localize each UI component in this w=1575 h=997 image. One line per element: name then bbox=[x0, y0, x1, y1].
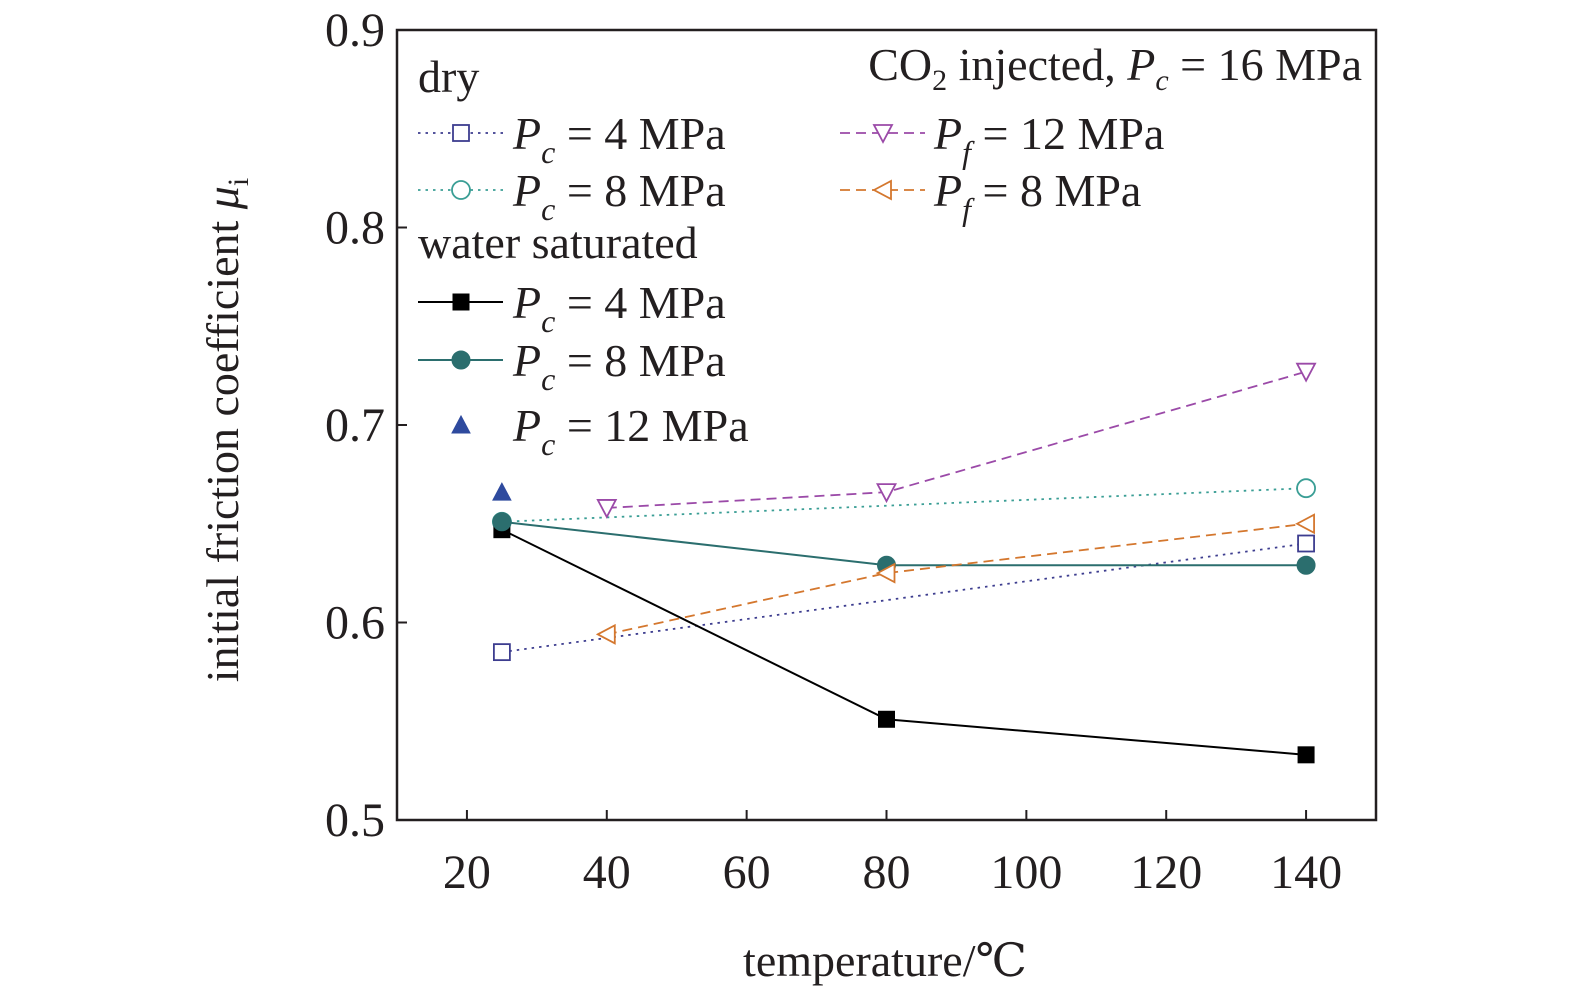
data-point bbox=[875, 562, 896, 584]
series-water-4 bbox=[492, 482, 512, 501]
legend-marker bbox=[452, 124, 470, 142]
x-tick-label: 80 bbox=[863, 846, 911, 899]
legend-entry-dry-1: Pc = 8 MPa bbox=[418, 165, 726, 227]
data-point bbox=[492, 482, 512, 501]
legend-marker bbox=[872, 124, 894, 144]
y-axis-label-subscript: i bbox=[222, 178, 255, 186]
legend-entry-water-3: Pc = 8 MPa bbox=[418, 335, 726, 397]
y-tick-label: 0.5 bbox=[325, 794, 385, 847]
series-water-3 bbox=[492, 512, 1316, 575]
y-tick-label: 0.9 bbox=[325, 4, 385, 57]
series-water-2 bbox=[493, 521, 1315, 764]
data-point bbox=[596, 499, 618, 519]
series-line bbox=[501, 487, 1307, 523]
data-point bbox=[1296, 478, 1316, 499]
legend-marker bbox=[451, 350, 471, 370]
x-tick-label: 20 bbox=[443, 846, 491, 899]
legend-entry-water-2: Pc = 4 MPa bbox=[418, 277, 726, 339]
series-line bbox=[606, 522, 1307, 636]
series-dry-0 bbox=[492, 534, 1315, 662]
data-point bbox=[595, 623, 616, 645]
legend-group-dry: dry bbox=[418, 51, 479, 102]
series-line bbox=[501, 520, 1307, 567]
legend-marker bbox=[872, 179, 892, 201]
legend-label: Pc = 8 MPa bbox=[512, 335, 726, 397]
x-tick-label: 60 bbox=[723, 846, 771, 899]
x-tick-label: 40 bbox=[583, 846, 631, 899]
legend-entry-dry-0: Pc = 4 MPa bbox=[418, 108, 726, 170]
legend-marker bbox=[451, 414, 471, 434]
axes: 20 40 60 80 100 120 140 0.5 0.6 0.7 0.8 0.9 bbox=[325, 4, 1378, 899]
series-co2-6 bbox=[595, 513, 1315, 645]
data-point bbox=[492, 512, 512, 532]
x-tick-label: 100 bbox=[990, 846, 1062, 899]
legend-label: Pc = 4 MPa bbox=[512, 277, 726, 339]
y-axis-label-symbol: μ bbox=[197, 186, 248, 210]
data-point bbox=[1295, 362, 1317, 383]
series-line bbox=[501, 542, 1307, 654]
legend: dry water saturated CO2 injected, Pc = 16 … bbox=[418, 39, 1362, 462]
legend-entry-water-4: Pc = 12 MPa bbox=[451, 400, 749, 462]
legend-group-water-saturated: water saturated bbox=[418, 217, 698, 268]
y-tick-label: 0.7 bbox=[325, 399, 385, 452]
data-point bbox=[492, 643, 511, 662]
legend-label: Pc = 4 MPa bbox=[512, 108, 726, 170]
legend-marker bbox=[451, 180, 471, 200]
legend-group-co2-injected: CO2 injected, Pc = 16 MPa bbox=[868, 39, 1362, 97]
x-tick-label: 140 bbox=[1270, 846, 1342, 899]
legend-label: Pc = 8 MPa bbox=[512, 165, 726, 227]
y-axis-label-text: initial friction coefficient bbox=[197, 209, 248, 682]
legend-label: Pf = 8 MPa bbox=[933, 165, 1141, 227]
data-point bbox=[1297, 746, 1315, 764]
legend-entry-co2-5: Pf = 12 MPa bbox=[840, 108, 1164, 170]
legend-label: Pf = 12 MPa bbox=[933, 108, 1164, 170]
series-co2-5 bbox=[596, 362, 1317, 519]
legend-label: Pc = 12 MPa bbox=[512, 400, 749, 462]
legend-marker bbox=[452, 293, 470, 311]
y-axis-label: initial friction coefficient μi bbox=[197, 178, 255, 682]
y-tick-label: 0.8 bbox=[325, 202, 385, 255]
data-point bbox=[1295, 513, 1315, 535]
data-point bbox=[876, 483, 897, 504]
data-point bbox=[1296, 555, 1316, 575]
series-layer bbox=[491, 362, 1317, 764]
y-tick-label: 0.6 bbox=[325, 597, 385, 650]
series-dry-1 bbox=[491, 478, 1316, 532]
series-line bbox=[501, 528, 1307, 756]
x-tick-label: 120 bbox=[1130, 846, 1202, 899]
x-axis-label: temperature/℃ bbox=[743, 935, 1027, 986]
data-point bbox=[878, 710, 895, 728]
data-point bbox=[1297, 534, 1315, 553]
legend-entry-co2-6: Pf = 8 MPa bbox=[840, 165, 1141, 227]
